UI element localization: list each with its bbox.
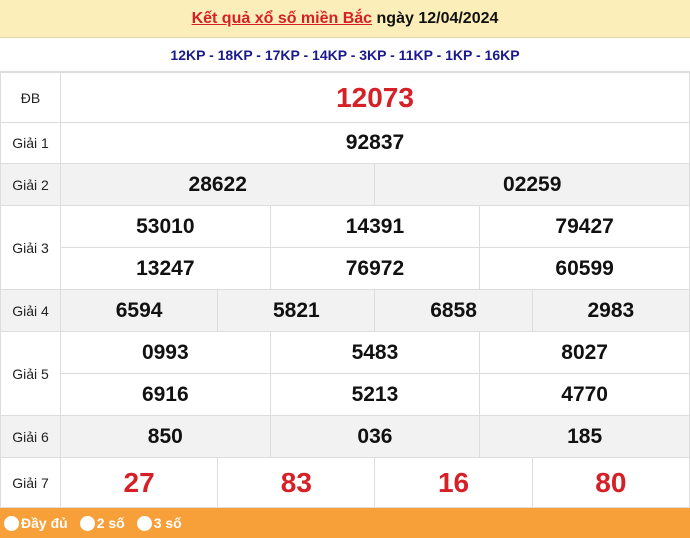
- prize-number: 0993: [60, 331, 271, 374]
- prize-row-g1: Giải 1 92837: [0, 122, 690, 164]
- prize-number: 5821: [217, 289, 376, 332]
- option-label: 3 số: [153, 515, 182, 531]
- prize-number: 02259: [374, 163, 690, 206]
- prize-row-g3: Giải 3 53010 14391 79427: [0, 205, 690, 290]
- prize-number: 850: [60, 415, 271, 458]
- prize-number: 28622: [59, 163, 376, 206]
- prize-label: Giải 1: [0, 122, 61, 164]
- prize-label: Giải 6: [0, 415, 61, 458]
- prize-number: 2983: [531, 289, 690, 332]
- prize-number: 6916: [60, 373, 271, 416]
- prize-number: 185: [479, 415, 690, 458]
- ticket-codes: 12KP - 18KP - 17KP - 14KP - 3KP - 11KP -…: [0, 38, 690, 72]
- prize-row-g5: 6916 5213 4770: [1, 373, 690, 416]
- prize-number: 5213: [269, 373, 481, 416]
- option-label: 2 số: [96, 515, 125, 531]
- option-label: Đầy đủ: [21, 515, 68, 531]
- prize-number: 4770: [479, 373, 690, 416]
- prize-number: 79427: [479, 205, 690, 248]
- prize-row-g3: 13247 76972 60599: [1, 247, 690, 290]
- prize-label: Giải 4: [0, 289, 61, 332]
- results-header: Kết quả xổ số miền Bắc ngày 12/04/2024: [0, 0, 690, 38]
- prize-number: 6594: [59, 289, 219, 332]
- prize-label: Giải 2: [0, 163, 61, 206]
- prize-number: 80: [531, 457, 690, 508]
- prize-row-g5: Giải 5 0993 5483 8027: [0, 331, 690, 416]
- prize-row-g2: Giải 2 28622 02259: [0, 163, 690, 206]
- prize-row-db: ĐB 12073: [0, 72, 690, 123]
- prize-number: 16: [374, 457, 533, 508]
- option-full[interactable]: Đầy đủ: [4, 515, 68, 531]
- results-date: ngày 12/04/2024: [376, 10, 499, 27]
- prize-number: 92837: [60, 122, 690, 164]
- prize-label: Giải 3: [0, 205, 61, 290]
- radio-icon[interactable]: [4, 515, 19, 531]
- prize-number: 13247: [60, 247, 271, 290]
- prize-row-g6: Giải 6 850 036 185: [0, 415, 690, 458]
- prize-label: ĐB: [0, 72, 61, 123]
- prize-number: 12073: [60, 72, 690, 123]
- results-table: ĐB 12073 Giải 1 92837 Giải 2 28622 02259…: [0, 72, 690, 508]
- prize-number: 8027: [479, 331, 690, 374]
- prize-number: 5483: [269, 331, 481, 374]
- prize-number: 6858: [374, 289, 533, 332]
- prize-number: 14391: [269, 205, 481, 248]
- option-2-digits[interactable]: 2 số: [79, 515, 125, 531]
- display-options: Đầy đủ 2 số 3 số: [0, 508, 690, 538]
- prize-number: 83: [217, 457, 376, 508]
- prize-label: Giải 5: [0, 331, 61, 416]
- prize-number: 76972: [269, 247, 481, 290]
- prize-number: 60599: [479, 247, 690, 290]
- prize-number: 27: [59, 457, 219, 508]
- prize-row-g7: Giải 7 27 83 16 80: [0, 457, 690, 508]
- radio-icon[interactable]: [136, 515, 152, 531]
- prize-number: 036: [269, 415, 481, 458]
- prize-label: Giải 7: [0, 457, 61, 508]
- prize-number: 53010: [60, 205, 271, 248]
- radio-icon[interactable]: [79, 515, 95, 531]
- results-title-link[interactable]: Kết quả xổ số miền Bắc: [191, 10, 373, 27]
- prize-row-g4: Giải 4 6594 5821 6858 2983: [0, 289, 690, 332]
- option-3-digits[interactable]: 3 số: [136, 515, 182, 531]
